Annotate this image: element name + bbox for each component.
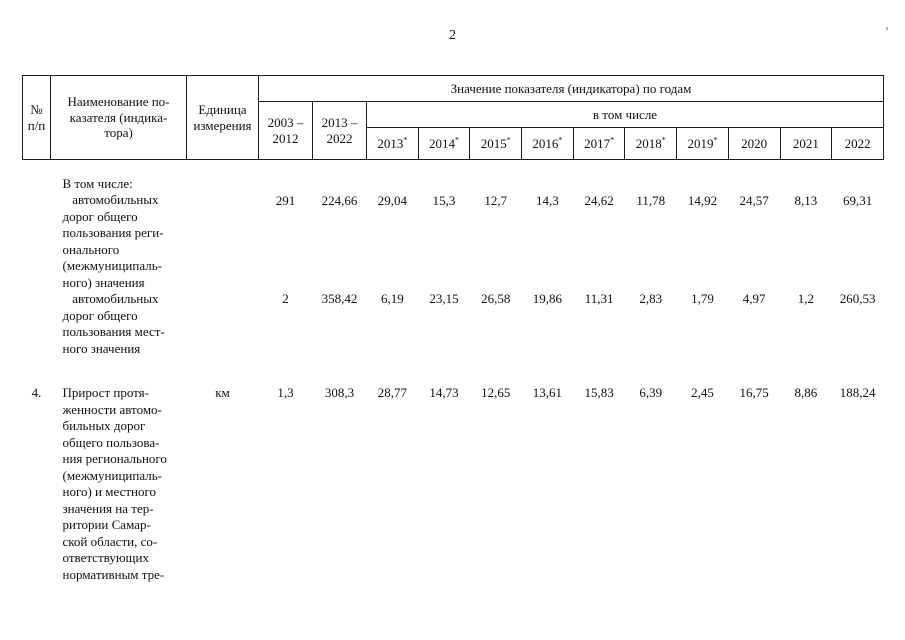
value-cell: 1,2 xyxy=(797,291,814,306)
value-cell: 8,86 xyxy=(794,385,818,400)
col-header-year-2020: 2020 xyxy=(727,127,781,160)
unit-cell xyxy=(187,291,259,357)
col-header-year-2015: 2015* xyxy=(469,127,523,160)
spacer-row xyxy=(23,357,884,385)
value-cell: 12,7 xyxy=(484,192,508,208)
col-header-name: Наименование по- казателя (индика- тора) xyxy=(50,75,187,160)
footnote-asterisk: * xyxy=(661,135,666,145)
footnote-asterisk: * xyxy=(506,135,511,145)
col-header-year-2022: 2022 xyxy=(831,127,884,160)
value-cell: 308,3 xyxy=(324,385,355,400)
value-cell: 28,77 xyxy=(377,385,407,400)
value-cell: 11,31 xyxy=(584,291,614,306)
row-number-cell xyxy=(23,176,51,292)
value-cell: 23,15 xyxy=(429,291,459,306)
table-row: 4. Прирост протя- женности автомо- бильн… xyxy=(23,385,884,583)
value-cell: 2 xyxy=(282,291,289,306)
table-row: автомобильных дорог общего пользования м… xyxy=(23,291,884,357)
value-cell: 1,79 xyxy=(691,291,714,306)
col-header-year-2019: 2019* xyxy=(676,127,729,160)
value-cell: 291 xyxy=(275,192,296,208)
unit-cell xyxy=(187,176,259,292)
value-cell: 6,39 xyxy=(639,385,663,400)
value-cell: 12,65 xyxy=(481,385,511,400)
col-header-period-2013-2022: 2013 – 2022 xyxy=(312,101,367,160)
footnote-asterisk: * xyxy=(558,135,563,145)
footnote-asterisk: * xyxy=(610,135,615,145)
footnote-asterisk: * xyxy=(403,135,408,145)
value-cell: 8,13 xyxy=(794,192,818,208)
col-header-year-2018: 2018* xyxy=(624,127,678,160)
table-body: В том числе: автомобильных дорог общего … xyxy=(23,160,884,584)
value-cell: 15,3 xyxy=(432,192,456,208)
scan-artifact-mark: ’ xyxy=(885,24,889,38)
col-header-values-title: Значение показателя (индикатора) по года… xyxy=(258,75,884,102)
col-header-period-2003-2012: 2003 – 2012 xyxy=(258,101,313,160)
footnote-asterisk: * xyxy=(455,135,460,145)
value-cell: 16,75 xyxy=(739,385,769,400)
value-cell: 24,57 xyxy=(739,192,769,208)
value-cell: 26,58 xyxy=(481,291,511,306)
col-header-unit: Единица измерения xyxy=(186,75,259,160)
col-header-including: в том числе xyxy=(366,101,884,128)
row-number-cell xyxy=(23,291,51,357)
value-cell: 11,78 xyxy=(636,192,666,208)
table-header: № п/п Наименование по- казателя (индика-… xyxy=(22,75,884,160)
indicator-name-cell: автомобильных дорог общего пользования м… xyxy=(62,291,165,356)
value-cell: 14,92 xyxy=(687,192,718,208)
value-cell: 29,04 xyxy=(377,192,407,208)
col-header-year-2014: 2014* xyxy=(417,127,471,160)
col-header-year-2021: 2021 xyxy=(779,127,833,160)
value-cell: 24,62 xyxy=(584,192,614,208)
value-cell: 1,3 xyxy=(277,385,294,400)
footnote-asterisk: * xyxy=(713,135,718,145)
indicator-name-cell: Прирост протя- женности автомо- бильных … xyxy=(62,385,167,582)
value-cell: 2,45 xyxy=(691,385,714,400)
indicator-name-cell: В том числе: автомобильных дорог общего … xyxy=(62,175,164,290)
spacer-row xyxy=(23,160,884,176)
value-cell: 2,83 xyxy=(639,291,663,306)
value-cell: 358,42 xyxy=(321,291,358,306)
row-number-cell: 4. xyxy=(31,385,42,400)
value-cell: 15,83 xyxy=(584,385,614,400)
value-cell: 6,19 xyxy=(380,291,404,306)
value-cell: 14,73 xyxy=(429,385,459,400)
unit-cell: км xyxy=(215,385,230,400)
value-cell: 14,3 xyxy=(536,192,559,208)
col-header-year-2016: 2016* xyxy=(521,127,574,160)
value-cell: 4,97 xyxy=(742,291,766,306)
indicator-values-table: № п/п Наименование по- казателя (индика-… xyxy=(22,75,884,583)
page-number: 2 xyxy=(449,28,456,43)
col-header-year-2017: 2017* xyxy=(572,127,626,160)
table-row: В том числе: автомобильных дорог общего … xyxy=(23,176,884,292)
value-cell: 69,31 xyxy=(842,192,873,208)
value-cell: 188,24 xyxy=(839,385,876,400)
value-cell: 13,61 xyxy=(532,385,563,400)
col-header-year-2013: 2013* xyxy=(366,127,419,160)
value-cell: 224,66 xyxy=(321,192,358,208)
col-header-num: № п/п xyxy=(22,75,51,160)
value-cell: 19,86 xyxy=(532,291,563,306)
value-cell: 260,53 xyxy=(839,291,876,306)
